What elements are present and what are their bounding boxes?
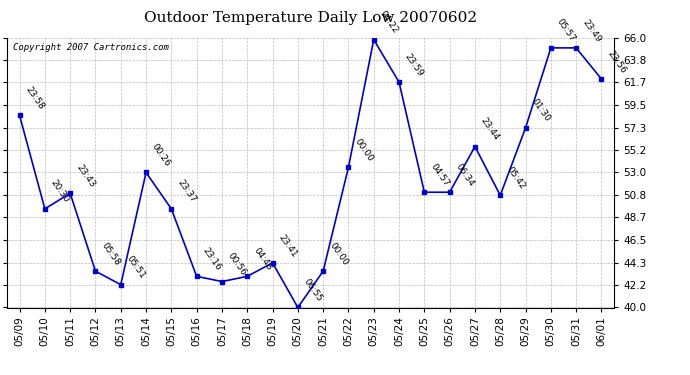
Text: 06:34: 06:34 bbox=[454, 162, 476, 188]
Text: 05:58: 05:58 bbox=[99, 241, 122, 267]
Text: 00:00: 00:00 bbox=[353, 137, 375, 163]
Text: 05:51: 05:51 bbox=[125, 254, 147, 280]
Text: 00:00: 00:00 bbox=[327, 241, 350, 267]
Text: 23:43: 23:43 bbox=[75, 163, 97, 189]
Text: 05:42: 05:42 bbox=[504, 165, 526, 191]
Text: 00:56: 00:56 bbox=[226, 251, 248, 278]
Text: 20:30: 20:30 bbox=[49, 178, 71, 205]
Text: 23:58: 23:58 bbox=[23, 85, 46, 111]
Text: 06:55: 06:55 bbox=[302, 277, 324, 303]
Text: 23:44: 23:44 bbox=[479, 116, 501, 142]
Text: 23:56: 23:56 bbox=[606, 49, 628, 75]
Text: 05:57: 05:57 bbox=[555, 17, 578, 44]
Text: 04:57: 04:57 bbox=[428, 162, 451, 188]
Text: Outdoor Temperature Daily Low 20070602: Outdoor Temperature Daily Low 20070602 bbox=[144, 11, 477, 25]
Text: 23:37: 23:37 bbox=[175, 178, 197, 205]
Text: 00:26: 00:26 bbox=[150, 142, 172, 168]
Text: 04:48: 04:48 bbox=[251, 246, 273, 272]
Text: 04:22: 04:22 bbox=[378, 9, 400, 35]
Text: 23:59: 23:59 bbox=[403, 52, 425, 78]
Text: 23:16: 23:16 bbox=[201, 246, 223, 272]
Text: Copyright 2007 Cartronics.com: Copyright 2007 Cartronics.com bbox=[13, 43, 169, 52]
Text: 01:30: 01:30 bbox=[530, 98, 552, 124]
Text: 23:49: 23:49 bbox=[580, 18, 602, 44]
Text: 23:41: 23:41 bbox=[277, 232, 299, 259]
